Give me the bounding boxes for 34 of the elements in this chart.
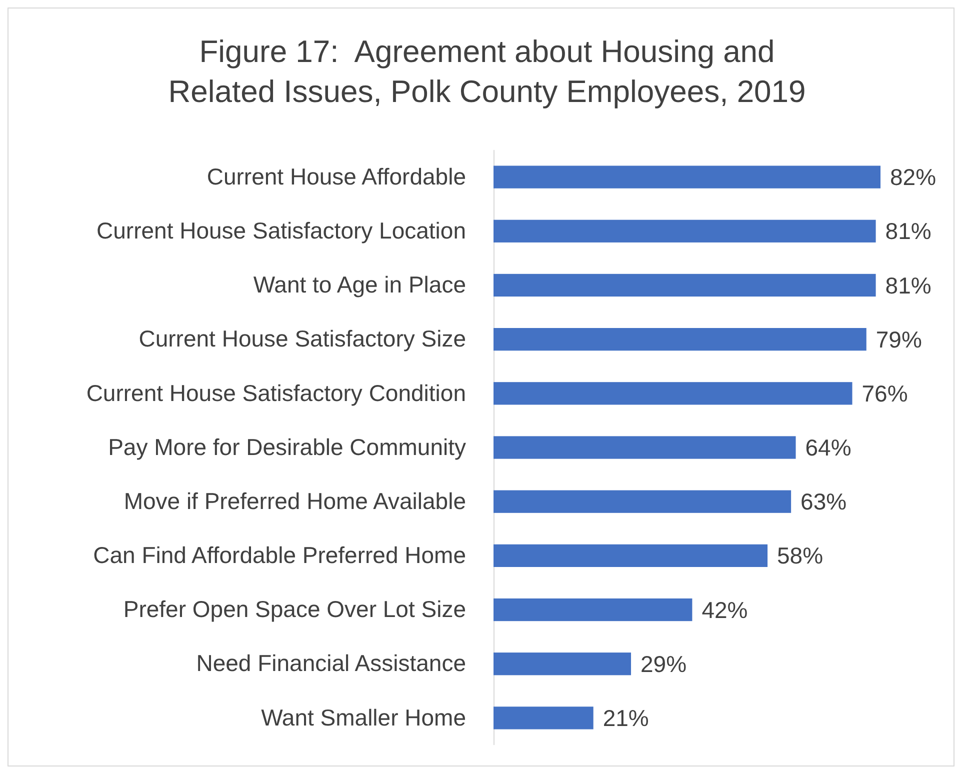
chart-title: Figure 17: Agreement about Housing and Related Issues, Polk County Employees, 2019 (168, 34, 806, 109)
bar (494, 544, 768, 567)
bar (494, 166, 880, 188)
data-label: 58% (777, 542, 824, 569)
y-tick-label: Prefer Open Space Over Lot Size (123, 596, 466, 622)
data-label: 21% (602, 705, 649, 732)
bar (494, 274, 876, 297)
bar (494, 706, 594, 730)
data-label: 42% (702, 596, 748, 623)
y-tick-label: Can Find Affordable Preferred Home (93, 542, 466, 568)
bar (494, 382, 852, 405)
data-label: 81% (885, 218, 932, 244)
y-tick-label: Need Financial Assistance (196, 650, 466, 676)
bar (494, 328, 866, 351)
y-tick-label: Want to Age in Place (253, 272, 466, 298)
bar (494, 652, 632, 676)
data-label: 64% (805, 434, 852, 461)
data-label: 29% (640, 650, 687, 677)
bar (494, 436, 796, 459)
data-label: 63% (800, 488, 847, 515)
y-tick-label: Want Smaller Home (261, 704, 466, 730)
y-tick-label: Move if Preferred Home Available (124, 488, 466, 514)
data-label: 76% (862, 380, 908, 406)
data-label: 81% (885, 272, 932, 298)
y-tick-label: Current House Satisfactory Condition (86, 380, 466, 406)
y-tick-label: Pay More for Desirable Community (108, 434, 466, 460)
bar (494, 490, 792, 513)
bar (494, 220, 876, 242)
bar (494, 598, 692, 622)
data-label: 82% (890, 164, 936, 190)
y-tick-label: Current House Affordable (206, 163, 466, 190)
y-tick-label: Current House Satisfactory Size (138, 326, 466, 352)
data-label: 79% (876, 326, 922, 352)
y-tick-label: Current House Satisfactory Location (96, 217, 466, 244)
